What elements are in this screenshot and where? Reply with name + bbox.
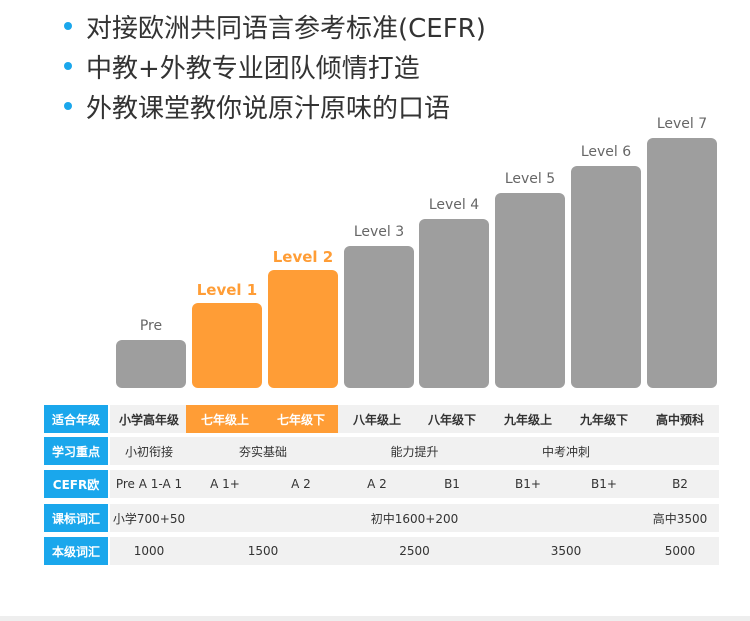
table-cell: 中考冲刺 — [489, 437, 643, 465]
feature-text: 对接欧洲共同语言参考标准(CEFR) — [86, 13, 486, 44]
bullet-dot-icon — [64, 102, 72, 110]
table-cell: B2 — [641, 470, 719, 498]
table-cell: 1500 — [186, 537, 340, 565]
bullet-dot-icon — [64, 22, 72, 30]
row-header: 学习重点 — [44, 437, 108, 465]
table-cell: Pre A 1-A 1 — [110, 470, 188, 498]
feature-item: 对接欧洲共同语言参考标准(CEFR) — [64, 6, 486, 46]
level-label: Pre — [139, 318, 163, 334]
table-cell: B1+ — [565, 470, 643, 498]
table-cell: 夯实基础 — [186, 437, 340, 465]
table-cell: 七年级下 — [262, 405, 340, 433]
level-bar — [116, 340, 186, 388]
footer-divider — [0, 616, 750, 621]
table-cell: 能力提升 — [338, 437, 491, 465]
feature-text: 外教课堂教你说原汁原味的口语 — [86, 93, 451, 124]
feature-list: 对接欧洲共同语言参考标准(CEFR) 中教+外教专业团队倾情打造 外教课堂教你说… — [64, 6, 486, 126]
level-label: Level 5 — [504, 171, 556, 187]
table-cell: 小初衔接 — [110, 437, 188, 465]
table-cell: 小学高年级 — [110, 405, 188, 433]
level-label: Level 1 — [196, 281, 258, 299]
table-cell: A 1+ — [186, 470, 264, 498]
table-cell: 初中1600+200 — [186, 504, 643, 532]
level-label: Level 6 — [580, 144, 632, 160]
level-bar — [268, 270, 338, 388]
level-bar — [571, 166, 641, 388]
table-cell: 3500 — [489, 537, 643, 565]
table-cell: 九年级下 — [565, 405, 643, 433]
table-cell: 八年级下 — [413, 405, 491, 433]
table-cell: 八年级上 — [338, 405, 416, 433]
table-cell: 5000 — [641, 537, 719, 565]
table-cell: 七年级上 — [186, 405, 264, 433]
row-header: 适合年级 — [44, 405, 108, 433]
feature-item: 外教课堂教你说原汁原味的口语 — [64, 86, 486, 126]
level-bar — [419, 219, 489, 388]
table-cell: 高中预科 — [641, 405, 719, 433]
level-label: Level 3 — [353, 224, 405, 240]
table-cell: 2500 — [338, 537, 491, 565]
row-header: 本级词汇 — [44, 537, 108, 565]
table-cell: A 2 — [338, 470, 416, 498]
table-cell: 小学700+50 — [110, 504, 188, 532]
level-bar — [344, 246, 414, 388]
table-cell — [641, 437, 719, 465]
table-cell: B1+ — [489, 470, 567, 498]
level-label: Level 2 — [272, 248, 334, 266]
table-cell: 九年级上 — [489, 405, 567, 433]
level-label: Level 7 — [656, 116, 708, 132]
row-header: CEFR欧 — [44, 470, 108, 498]
feature-text: 中教+外教专业团队倾情打造 — [86, 53, 420, 84]
feature-item: 中教+外教专业团队倾情打造 — [64, 46, 486, 86]
table-cell: B1 — [413, 470, 491, 498]
level-bar — [192, 303, 262, 388]
bullet-dot-icon — [64, 62, 72, 70]
level-bar — [647, 138, 717, 388]
level-label: Level 4 — [428, 197, 480, 213]
row-header: 课标词汇 — [44, 504, 108, 532]
level-bar — [495, 193, 565, 388]
table-cell: 1000 — [110, 537, 188, 565]
table-cell: 高中3500 — [641, 504, 719, 532]
table-cell: A 2 — [262, 470, 340, 498]
